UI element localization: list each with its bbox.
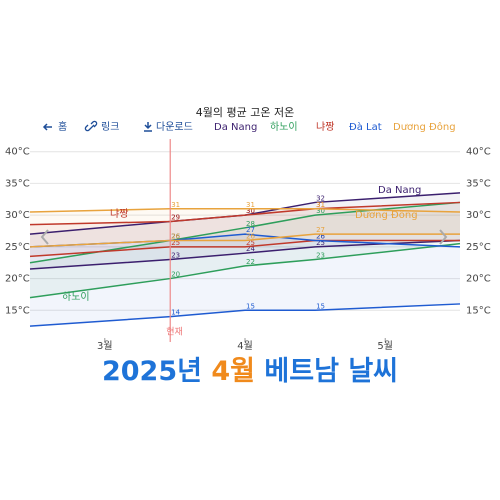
line-low bbox=[29, 233, 460, 248]
line-high bbox=[29, 208, 461, 213]
y-tick-label: 25°C bbox=[5, 242, 30, 253]
data-label: 25 bbox=[246, 239, 255, 247]
y-tick-label: 40°C bbox=[5, 147, 30, 158]
banner-part: 베트남 날씨 bbox=[255, 356, 398, 387]
series-label: 하노이 bbox=[62, 290, 90, 303]
y-tick-label: 35°C bbox=[5, 178, 30, 189]
y-tick-label: 40°C bbox=[466, 147, 491, 158]
data-label: 28 bbox=[246, 220, 255, 228]
legend-entry: Dương Đông bbox=[393, 121, 456, 133]
data-label: 26 bbox=[316, 233, 325, 241]
y-tick-label: 25°C bbox=[466, 242, 491, 253]
data-label: 29 bbox=[171, 213, 180, 221]
line-low bbox=[29, 242, 461, 299]
data-label: 26 bbox=[171, 233, 180, 241]
data-label: 22 bbox=[246, 258, 255, 266]
data-label: 25 bbox=[171, 239, 180, 247]
y-tick-label: 30°C bbox=[466, 210, 491, 221]
data-label: 26 bbox=[171, 233, 180, 241]
banner-part: 2025년 bbox=[102, 356, 211, 387]
y-tick-label: 30°C bbox=[5, 210, 30, 221]
data-label: 29 bbox=[171, 213, 180, 221]
data-label: 23 bbox=[171, 252, 180, 260]
legend-entry: Da Nang bbox=[214, 122, 257, 133]
data-label: 32 bbox=[316, 194, 325, 202]
nav-prev[interactable] bbox=[40, 229, 49, 245]
line-high bbox=[29, 201, 461, 226]
tool-download[interactable]: 다운로드 bbox=[156, 121, 193, 133]
tool-link[interactable]: 링크 bbox=[101, 121, 119, 133]
line-low bbox=[29, 239, 460, 258]
data-label: 30 bbox=[246, 207, 255, 215]
nav-next[interactable] bbox=[439, 229, 448, 245]
data-label: 30 bbox=[246, 207, 255, 215]
range-band bbox=[30, 202, 460, 298]
range-band bbox=[30, 234, 460, 327]
data-label: 31 bbox=[316, 201, 325, 209]
data-label: 25 bbox=[316, 239, 325, 247]
x-tick-label: 5월 bbox=[377, 340, 393, 352]
data-label: 15 bbox=[316, 302, 325, 310]
data-label: 31 bbox=[246, 201, 255, 209]
series-label: Da Nang bbox=[378, 185, 421, 196]
line-high bbox=[29, 201, 461, 264]
data-label: 26 bbox=[246, 233, 255, 241]
line-low bbox=[29, 303, 461, 327]
legend-entry: 하노이 bbox=[270, 120, 298, 133]
data-label: 27 bbox=[246, 226, 255, 234]
legend-entry: Đà Lat bbox=[349, 121, 382, 133]
data-label: 31 bbox=[316, 201, 325, 209]
banner: 2025년 4월 베트남 날씨 bbox=[102, 356, 398, 387]
line-low bbox=[29, 239, 461, 270]
data-label: 26 bbox=[316, 233, 325, 241]
range-band bbox=[30, 202, 460, 257]
data-label: 31 bbox=[171, 201, 180, 209]
toolbar: 홈 링크 다운로드 bbox=[42, 120, 193, 133]
data-label: 14 bbox=[171, 309, 180, 317]
series-label: Dương Đông bbox=[355, 209, 418, 221]
icon-link bbox=[84, 120, 98, 132]
data-label: 24 bbox=[246, 245, 255, 253]
plot: 15°C 15°C 20°C 20°C 25°C 25°C 30°C 30°C 35°C 35°C… bbox=[5, 139, 491, 352]
tool-home[interactable]: 홈 bbox=[58, 120, 67, 133]
y-tick-label: 20°C bbox=[5, 274, 30, 285]
data-label: 20 bbox=[171, 271, 180, 279]
icon-download bbox=[144, 122, 152, 132]
icon-back bbox=[42, 123, 52, 131]
y-tick-label: 15°C bbox=[5, 305, 30, 316]
x-tick-label: 3월 bbox=[97, 340, 113, 352]
banner-part: 4월 bbox=[211, 356, 255, 387]
y-tick-label: 15°C bbox=[466, 305, 491, 316]
current-label: 현재 bbox=[166, 327, 183, 338]
data-label: 23 bbox=[316, 252, 325, 260]
series-label: 냐짱 bbox=[110, 208, 128, 220]
data-label: 15 bbox=[246, 302, 255, 310]
data-label: 30 bbox=[316, 207, 325, 215]
y-tick-label: 35°C bbox=[466, 178, 491, 189]
chart-title: 4월의 평균 고온 저온 bbox=[196, 106, 294, 119]
x-tick-label: 4월 bbox=[237, 340, 253, 352]
data-label: 27 bbox=[316, 226, 325, 234]
y-tick-label: 20°C bbox=[466, 274, 491, 285]
legend-entry: 냐짱 bbox=[316, 121, 334, 133]
data-label: 26 bbox=[171, 233, 180, 241]
